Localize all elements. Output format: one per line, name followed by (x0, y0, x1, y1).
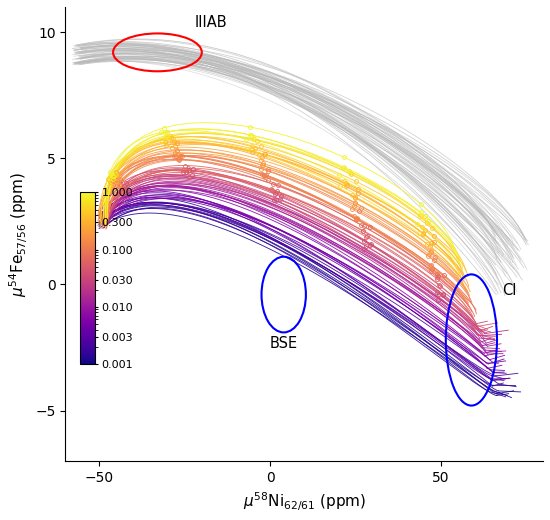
Text: IIIAB: IIIAB (195, 15, 228, 30)
Text: BSE: BSE (270, 335, 298, 350)
Text: CI: CI (502, 282, 516, 297)
X-axis label: $\mu^{58}$Ni$_{62/61}$ (ppm): $\mu^{58}$Ni$_{62/61}$ (ppm) (243, 490, 366, 513)
Y-axis label: $\mu^{54}$Fe$_{57/56}$ (ppm): $\mu^{54}$Fe$_{57/56}$ (ppm) (7, 172, 30, 296)
